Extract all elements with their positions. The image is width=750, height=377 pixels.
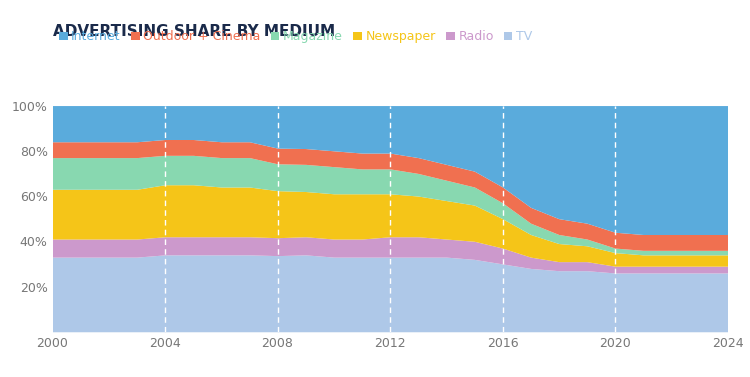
Legend: Internet, Outdoor + Cinema, Magazine, Newspaper, Radio, TV: Internet, Outdoor + Cinema, Magazine, Ne… bbox=[58, 31, 532, 43]
Text: ADVERTISING SHARE BY MEDIUM: ADVERTISING SHARE BY MEDIUM bbox=[53, 24, 334, 39]
